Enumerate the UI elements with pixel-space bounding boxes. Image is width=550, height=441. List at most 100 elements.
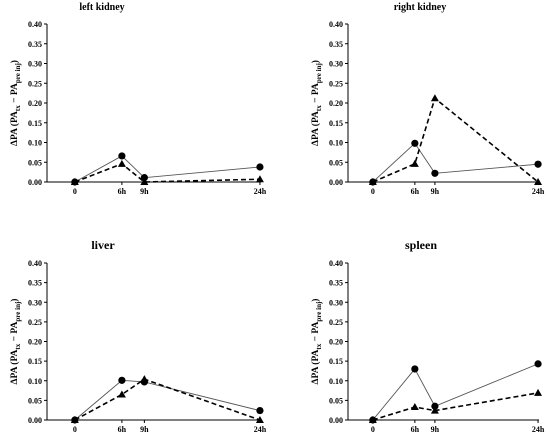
x-tick-label: 9h [140, 187, 149, 196]
chart-title: spleen [405, 238, 437, 252]
y-tick-label: 0.05 [28, 396, 42, 405]
data-point-triangle [430, 406, 439, 414]
data-point-triangle [534, 388, 543, 396]
data-point-circle [411, 139, 419, 147]
x-tick-label: 0 [371, 187, 375, 196]
y-tick-label: 0.10 [329, 377, 343, 386]
y-axis-label: ΔPA (PAtx − PApre inj) [310, 60, 323, 146]
y-tick-label: 0.30 [329, 298, 343, 307]
y-tick-label: 0.30 [329, 60, 343, 69]
series-line-triangle [372, 392, 539, 421]
data-point-circle [431, 402, 439, 410]
x-tick-label: 6h [118, 187, 127, 196]
y-tick-label: 0.00 [28, 416, 42, 425]
series-line-circle [372, 363, 539, 421]
y-tick-label: 0.40 [28, 259, 42, 268]
y-tick-label: 0.05 [28, 158, 42, 167]
y-tick-label: 0.25 [329, 318, 343, 327]
data-point-circle [118, 376, 126, 384]
y-tick-label: 0.20 [329, 99, 343, 108]
data-point-triangle [368, 178, 377, 185]
data-point-triangle [117, 159, 126, 167]
data-point-triangle [368, 416, 377, 423]
series-line-triangle [74, 378, 261, 421]
x-tick-label: 24h [254, 187, 267, 196]
y-tick-label: 0.40 [329, 20, 343, 29]
y-tick-label: 0.15 [329, 357, 343, 366]
data-point-triangle [140, 375, 149, 383]
y-tick-label: 0.25 [28, 318, 42, 327]
y-tick-label: 0.00 [329, 178, 343, 187]
chart-title: left kidney [79, 2, 124, 13]
x-tick-label: 0 [73, 425, 77, 434]
series-line-circle [74, 155, 260, 183]
x-tick-label: 24h [532, 425, 545, 434]
y-tick-label: 0.30 [28, 60, 42, 69]
y-tick-label: 0.15 [28, 119, 42, 128]
data-point-circle [256, 406, 264, 415]
data-point-triangle [534, 178, 543, 185]
data-point-triangle [117, 390, 126, 398]
data-point-triangle [255, 175, 264, 183]
data-point-triangle [70, 416, 79, 423]
y-tick-label: 0.20 [329, 338, 343, 347]
data-point-triangle [410, 403, 419, 411]
x-tick-label: 0 [73, 187, 77, 196]
y-tick-label: 0.35 [329, 279, 343, 288]
y-tick-label: 0.05 [329, 396, 343, 405]
y-tick-label: 0.35 [28, 40, 42, 49]
y-tick-label: 0.10 [28, 377, 42, 386]
data-point-circle [118, 152, 126, 160]
y-tick-label: 0.05 [329, 158, 343, 167]
y-tick-label: 0.15 [329, 119, 343, 128]
series-line-circle [74, 379, 261, 421]
series-line-circle [372, 142, 539, 183]
x-tick-label: 0 [371, 425, 375, 434]
chart-panel-1: left kidney 0.00 0.05 0.10 0.15 0.20 0.25 0.30 0… [9, 2, 267, 196]
series-line-triangle [372, 96, 539, 183]
y-tick-label: 0.00 [28, 178, 42, 187]
data-point-circle [431, 169, 439, 177]
chart-title: liver [91, 238, 115, 252]
data-point-triangle [255, 416, 264, 423]
x-tick-label: 24h [254, 425, 267, 434]
chart-panel-4: spleen 0.00 0.05 0.10 0.15 0.20 0.25 0.30 0.35 0.… [310, 238, 545, 434]
data-point-triangle [70, 178, 79, 185]
y-axis-label: ΔPA (PAtx − PApre inj) [310, 299, 323, 385]
y-axis-label: ΔPA (PAtx − PApre inj) [9, 299, 22, 385]
y-tick-label: 0.25 [28, 79, 42, 88]
data-point-circle [140, 174, 148, 182]
y-tick-label: 0.40 [329, 259, 343, 268]
y-tick-label: 0.30 [28, 298, 42, 307]
data-point-triangle [430, 94, 439, 102]
y-tick-label: 0.40 [28, 20, 42, 29]
y-tick-label: 0.25 [329, 79, 343, 88]
x-tick-label: 9h [431, 187, 440, 196]
y-tick-label: 0.00 [329, 416, 343, 425]
data-point-triangle [140, 178, 149, 185]
x-tick-label: 6h [118, 425, 127, 434]
x-tick-label: 9h [431, 425, 440, 434]
x-tick-label: 6h [411, 187, 420, 196]
chart-panel-2: right kidney 0.00 0.05 0.10 0.15 0.20 0.25 0.30… [310, 2, 545, 196]
data-point-circle [534, 360, 542, 368]
y-tick-label: 0.10 [28, 139, 42, 148]
chart-title: right kidney [394, 2, 447, 13]
y-axis-label: ΔPA (PAtx − PApre inj) [9, 60, 22, 146]
x-tick-label: 24h [532, 187, 545, 196]
y-tick-label: 0.35 [28, 279, 42, 288]
x-tick-label: 6h [411, 425, 420, 434]
chart-panel-3: liver 0.00 0.05 0.10 0.15 0.20 0.25 0.30 0.35 0.4… [9, 238, 267, 434]
data-point-circle [411, 365, 419, 373]
data-point-circle [534, 160, 542, 168]
y-tick-label: 0.35 [329, 40, 343, 49]
x-tick-label: 9h [140, 425, 149, 434]
y-tick-label: 0.10 [329, 139, 343, 148]
y-tick-label: 0.20 [28, 99, 42, 108]
y-tick-label: 0.15 [28, 357, 42, 366]
series-line-triangle [74, 162, 260, 183]
data-point-triangle [410, 159, 419, 167]
data-point-circle [256, 163, 264, 171]
y-tick-label: 0.20 [28, 338, 42, 347]
